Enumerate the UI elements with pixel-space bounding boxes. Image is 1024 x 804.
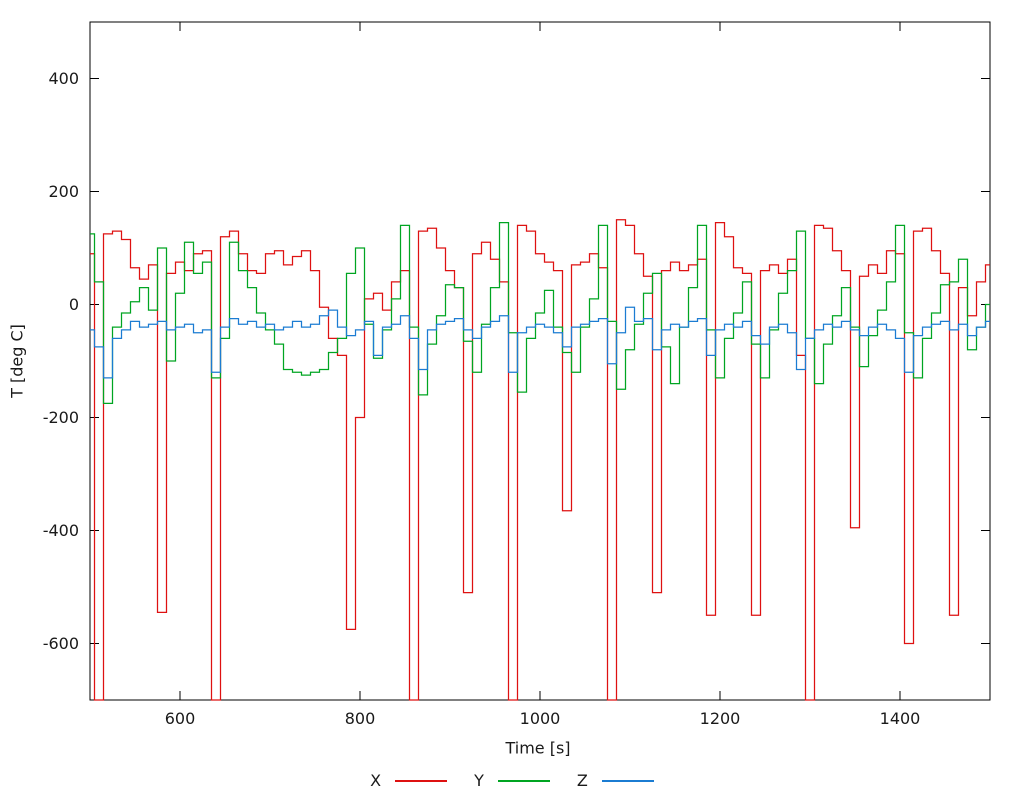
legend-item-x: X — [370, 771, 448, 790]
x-tick-label: 1400 — [880, 709, 921, 728]
y-axis-title: T [deg C] — [7, 324, 27, 398]
legend-label-z: Z — [576, 771, 588, 790]
legend-label-x: X — [370, 771, 382, 790]
series-line-x — [90, 219, 990, 701]
y-tick-label: -600 — [43, 634, 79, 653]
legend-line-x-icon — [395, 780, 448, 782]
plot-frame — [89, 21, 991, 701]
x-axis-title: Time [s] — [505, 738, 571, 758]
series-line-y — [90, 221, 990, 405]
y-tick-label: 400 — [48, 69, 79, 88]
legend-item-y: Y — [474, 773, 550, 789]
x-tick-label: 800 — [345, 709, 376, 728]
y-tick-label: 200 — [48, 182, 79, 201]
y-tick-label: -400 — [43, 521, 79, 540]
x-tick-label: 1200 — [700, 709, 741, 728]
series-line-z — [90, 306, 990, 379]
legend-item-z: Z — [577, 773, 654, 789]
x-tick-label: 600 — [165, 709, 196, 728]
y-tick-label: 0 — [69, 295, 79, 314]
legend-label-y: Y — [474, 771, 484, 790]
legend: X Y Z — [0, 770, 1024, 792]
x-tick-label: 1000 — [520, 709, 561, 728]
y-tick-label: -200 — [43, 408, 79, 427]
legend-line-z-icon — [601, 780, 654, 782]
legend-line-y-icon — [497, 780, 550, 782]
